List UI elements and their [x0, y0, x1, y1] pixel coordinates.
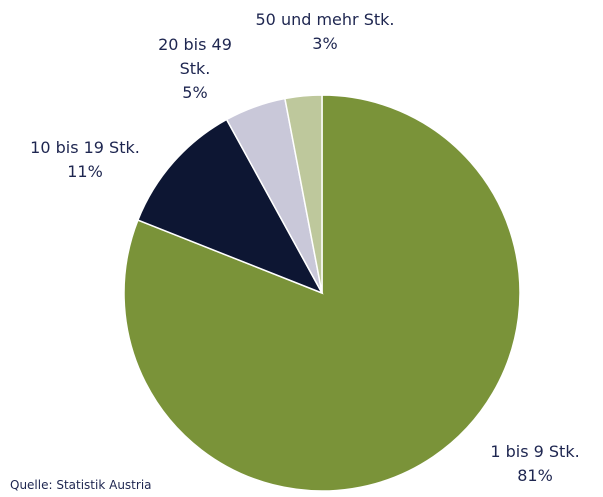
slice-label: 20 bis 49 Stk. 5%: [145, 33, 245, 105]
slice-category: 10 bis 19 Stk.: [30, 138, 140, 157]
slice-category: 1 bis 9 Stk.: [490, 442, 580, 461]
slice-label: 50 und mehr Stk. 3%: [255, 8, 395, 56]
slice-value: 3%: [312, 34, 338, 53]
pie-slice: [284, 94, 323, 294]
pie-slice: [136, 118, 324, 295]
slice-label: 1 bis 9 Stk. 81%: [465, 440, 603, 488]
slice-value: 81%: [517, 466, 553, 485]
source-note: Quelle: Statistik Austria: [10, 478, 152, 492]
slice-category: 20 bis 49 Stk.: [158, 35, 232, 78]
slice-category: 50 und mehr Stk.: [255, 10, 395, 29]
slice-value: 11%: [67, 162, 103, 181]
slice-value: 5%: [182, 83, 208, 102]
slice-label: 10 bis 19 Stk. 11%: [5, 136, 165, 184]
